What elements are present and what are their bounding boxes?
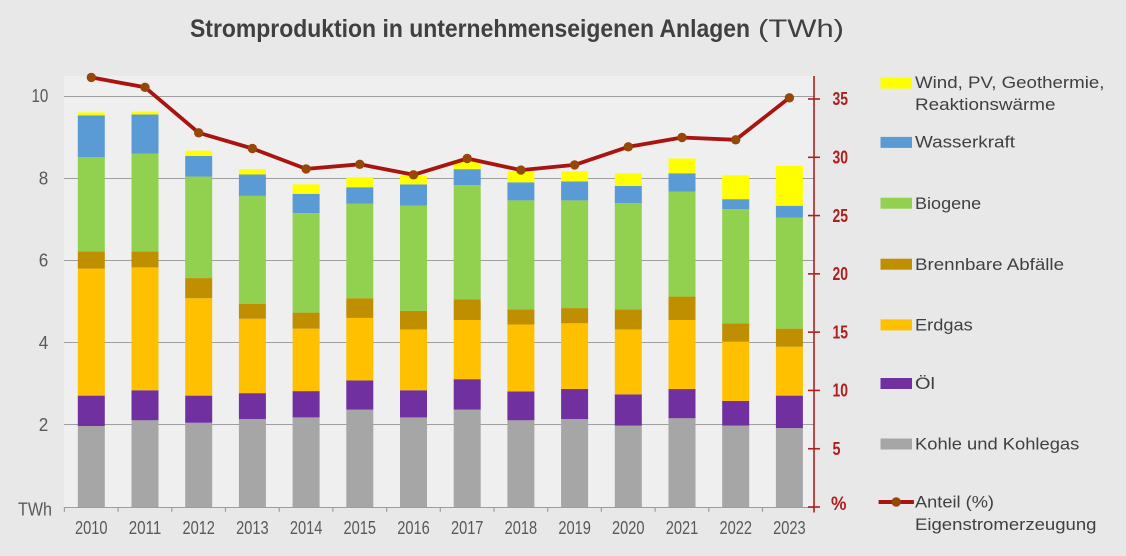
svg-text:Stromproduktion in unternehmen: Stromproduktion in unternehmenseigenen A… (190, 15, 750, 43)
svg-text:15: 15 (833, 322, 849, 342)
svg-text:Reaktionswärme: Reaktionswärme (915, 95, 1056, 114)
svg-text:2010: 2010 (75, 518, 108, 538)
svg-text:35: 35 (833, 89, 849, 109)
svg-text:2018: 2018 (505, 518, 538, 538)
svg-text:Biogene: Biogene (915, 194, 981, 213)
svg-text:2021: 2021 (666, 518, 699, 538)
svg-text:TWh: TWh (18, 500, 52, 520)
svg-text:Brennbare Abfälle: Brennbare Abfälle (915, 255, 1064, 274)
svg-text:4: 4 (39, 333, 49, 353)
svg-text:2013: 2013 (236, 518, 269, 538)
svg-text:Erdgas: Erdgas (915, 315, 973, 334)
svg-text:6: 6 (39, 251, 49, 271)
svg-text:Öl: Öl (915, 374, 935, 393)
svg-text:10: 10 (32, 86, 49, 106)
svg-text:10: 10 (833, 381, 849, 401)
svg-text:2020: 2020 (612, 518, 645, 538)
svg-text:Kohle und Kohlegas: Kohle und Kohlegas (915, 435, 1079, 454)
svg-text:30: 30 (833, 148, 849, 168)
svg-text:8: 8 (39, 168, 49, 188)
svg-text:Anteil (%): Anteil (%) (915, 493, 994, 512)
svg-text:%: % (831, 494, 847, 515)
svg-text:Eigenstromerzeugung: Eigenstromerzeugung (915, 515, 1097, 534)
svg-text:2012: 2012 (182, 518, 215, 538)
svg-text:25: 25 (833, 206, 849, 226)
svg-text:(TWh): (TWh) (758, 15, 844, 43)
svg-text:2011: 2011 (129, 518, 162, 538)
svg-text:2019: 2019 (558, 518, 591, 538)
svg-text:20: 20 (833, 264, 849, 284)
svg-text:2023: 2023 (773, 518, 806, 538)
svg-text:Wind, PV, Geothermie,: Wind, PV, Geothermie, (915, 73, 1105, 92)
svg-text:5: 5 (833, 439, 841, 459)
svg-text:2022: 2022 (719, 518, 752, 538)
svg-text:2: 2 (39, 415, 49, 435)
svg-text:2017: 2017 (451, 518, 484, 538)
svg-text:Wasserkraft: Wasserkraft (915, 133, 1015, 152)
svg-text:2016: 2016 (397, 518, 430, 538)
svg-text:2014: 2014 (290, 518, 323, 538)
svg-text:2015: 2015 (344, 518, 377, 538)
